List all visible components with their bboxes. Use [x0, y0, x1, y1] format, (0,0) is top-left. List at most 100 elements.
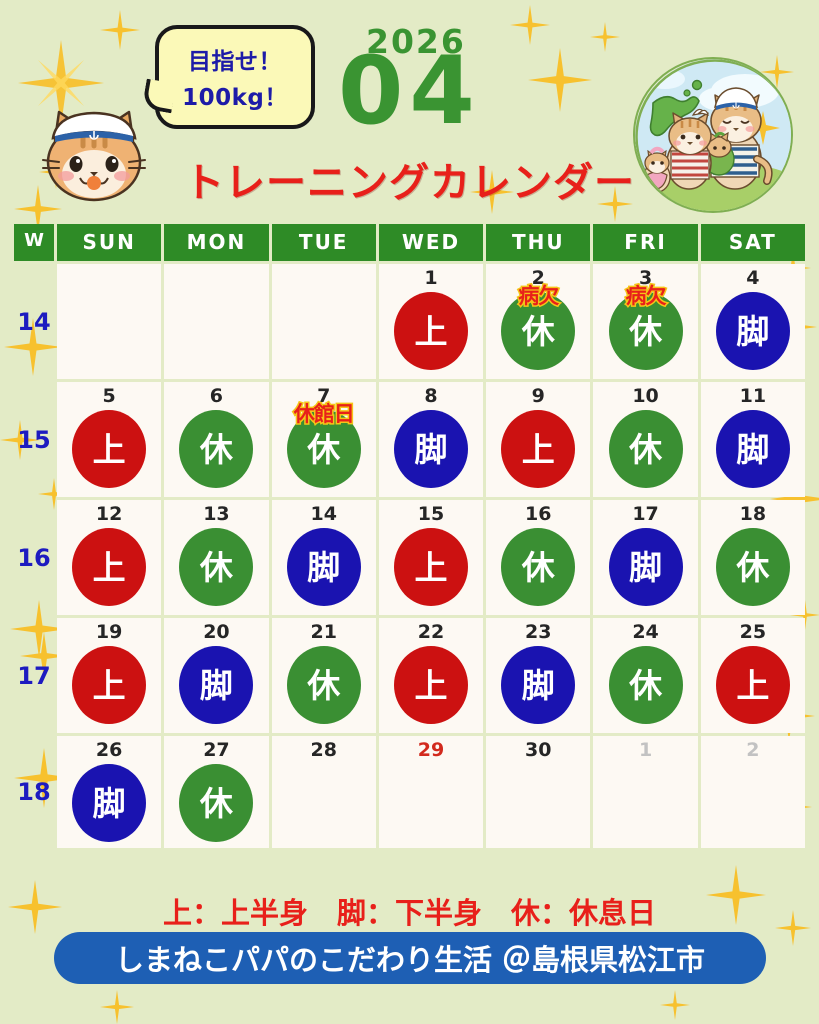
calendar-day-cell[interactable]: 28 — [271, 736, 376, 848]
workout-marker-up: 上 — [393, 646, 468, 724]
calendar-day-cell[interactable]: 27 休 — [164, 736, 269, 848]
calendar-day-cell[interactable]: 19 上 — [57, 618, 162, 733]
day-header-fri: FRI — [593, 224, 698, 261]
day-header-tue: TUE — [271, 224, 376, 261]
speech-bubble-line-1: 目指せ！ — [188, 49, 282, 75]
day-number — [164, 269, 268, 289]
day-number: 27 — [203, 739, 230, 761]
workout-marker-leg: 脚 — [715, 410, 790, 488]
workout-marker-rest: 休 — [608, 410, 683, 488]
legend-text: 上：上半身 脚：下半身 休：休息日 — [162, 896, 656, 930]
calendar-year: 2026 — [366, 22, 466, 61]
calendar-day-cell[interactable]: 26 脚 — [57, 736, 162, 848]
calendar-month: 04 — [338, 37, 481, 146]
workout-marker-rest: 休 — [286, 410, 361, 488]
day-number: 29 — [417, 739, 445, 761]
day-header-sat: SAT — [700, 224, 805, 261]
day-number: 16 — [525, 503, 552, 525]
day-number: 13 — [203, 503, 230, 525]
calendar-day-cell[interactable]: 10 休 — [593, 382, 698, 497]
calendar-day-cell[interactable]: 15 上 — [378, 500, 484, 615]
workout-marker-rest: 休 — [715, 528, 790, 606]
day-number: 11 — [739, 385, 767, 407]
calendar-day-cell[interactable]: 13 休 — [164, 500, 269, 615]
workout-marker-leg: 脚 — [715, 292, 790, 370]
calendar-day-cell[interactable]: 3 休病欠 — [593, 264, 698, 379]
calendar-day-cell[interactable]: 1 — [593, 736, 698, 848]
calendar-day-cell[interactable]: 2 休病欠 — [486, 264, 591, 379]
day-number: 30 — [525, 739, 552, 761]
sparkle-star-decoration — [100, 990, 134, 1024]
calendar-day-cell[interactable] — [271, 264, 376, 379]
workout-marker-leg: 脚 — [286, 528, 361, 606]
day-number: 1 — [638, 739, 653, 761]
calendar-day-cell[interactable]: 7 休休館日 — [271, 382, 376, 497]
workout-marker-leg: 脚 — [72, 764, 147, 842]
calendar-day-cell[interactable]: 29 — [378, 736, 484, 848]
calendar-day-cell[interactable]: 2 — [700, 736, 805, 848]
day-number: 7 — [317, 385, 331, 407]
calendar-day-cell[interactable]: 22 上 — [378, 618, 484, 733]
day-number: 2 — [531, 267, 545, 289]
calendar-day-cell[interactable]: 16 休 — [486, 500, 591, 615]
week-number: 16 — [17, 543, 51, 572]
workout-marker-rest: 休 — [608, 646, 683, 724]
calendar-day-cell[interactable]: 20 脚 — [164, 618, 269, 733]
calendar-day-cell[interactable]: 11 脚 — [700, 382, 805, 497]
day-header-wed: WED — [378, 224, 484, 261]
calendar-week-row: 16 12 上 13 休 14 脚 15 上 16 休 17 脚 18 休 — [14, 500, 805, 615]
workout-marker-up: 上 — [72, 528, 147, 606]
day-number: 8 — [424, 385, 438, 407]
week-number: 15 — [17, 425, 51, 454]
speech-bubble-line-2: 100kg！ — [182, 85, 288, 111]
day-number: 17 — [632, 503, 659, 525]
day-number — [272, 269, 376, 289]
day-of-week-header-row: W SUN MON TUE WED THU FRI SAT — [14, 224, 805, 261]
calendar-day-cell[interactable] — [164, 264, 269, 379]
calendar-day-cell[interactable]: 25 上 — [700, 618, 805, 733]
calendar-day-cell[interactable] — [57, 264, 162, 379]
calendar-day-cell[interactable]: 30 — [486, 736, 591, 848]
calendar-grid: W SUN MON TUE WED THU FRI SAT 14 1 上 2 休病欠 3… — [14, 224, 805, 851]
calendar-week-row: 18 26 脚 27 休 28 29 30 1 2 — [14, 736, 805, 848]
day-header-thu: THU — [486, 224, 591, 261]
day-number: 5 — [102, 385, 116, 407]
workout-marker-up: 上 — [72, 410, 147, 488]
week-number: 14 — [17, 307, 51, 336]
workout-marker-leg: 脚 — [501, 646, 576, 724]
calendar-day-cell[interactable]: 21 休 — [271, 618, 376, 733]
day-number: 4 — [746, 267, 760, 289]
workout-marker-up: 上 — [393, 528, 468, 606]
week-column-header: W — [14, 224, 54, 261]
day-note: 病欠 — [517, 284, 561, 308]
day-number: 28 — [310, 739, 337, 761]
workout-marker-up: 上 — [393, 292, 468, 370]
day-note: 病欠 — [624, 284, 668, 308]
calendar-day-cell[interactable]: 14 脚 — [271, 500, 376, 615]
brand-banner: しまねこパパのこだわり生活 ＠島根県松江市 — [54, 932, 766, 984]
page-title: トレーニングカレンダー — [184, 160, 635, 206]
day-number: 24 — [632, 621, 659, 643]
calendar-day-cell[interactable]: 18 休 — [700, 500, 805, 615]
day-header-mon: MON — [164, 224, 269, 261]
day-number — [57, 269, 161, 289]
day-number: 12 — [95, 503, 123, 525]
calendar-day-cell[interactable]: 23 脚 — [486, 618, 591, 733]
calendar-day-cell[interactable]: 12 上 — [57, 500, 162, 615]
workout-marker-rest: 休 — [179, 764, 254, 842]
calendar-day-cell[interactable]: 17 脚 — [593, 500, 698, 615]
day-number: 25 — [739, 621, 767, 643]
calendar-day-cell[interactable]: 24 休 — [593, 618, 698, 733]
brand-banner-text: しまねこパパのこだわり生活 ＠島根県松江市 — [114, 943, 706, 977]
day-number: 3 — [638, 267, 653, 289]
day-header-sun: SUN — [57, 224, 162, 261]
day-number: 19 — [95, 621, 123, 643]
workout-marker-rest: 休 — [286, 646, 361, 724]
